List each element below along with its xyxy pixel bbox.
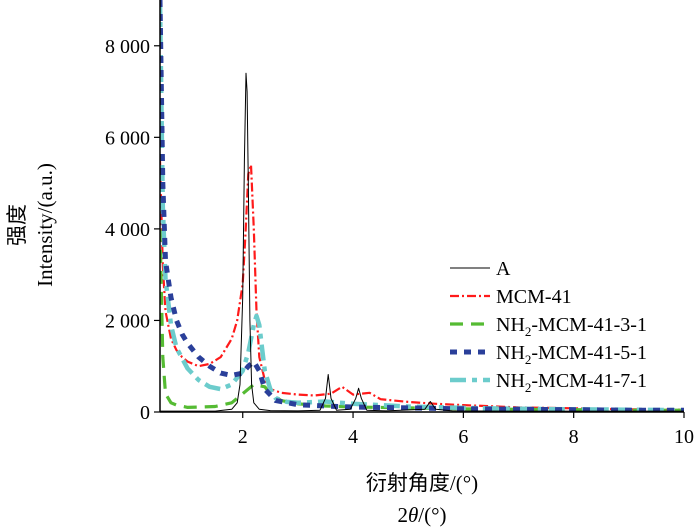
- y-tick-label: 4 000: [105, 219, 150, 241]
- legend-label: NH2-MCM-41-3-1: [496, 314, 647, 339]
- legend-label: MCM-41: [496, 286, 572, 308]
- axes-layer: [159, 0, 684, 413]
- legend-label: NH2-MCM-41-5-1: [496, 342, 647, 367]
- x-axis-title-cn: 衍射角度/(°): [366, 471, 478, 495]
- y-tick-label: 8 000: [105, 36, 150, 58]
- legend-label: NH2-MCM-41-7-1: [496, 370, 647, 395]
- legend: A MCM-41 NH2-MCM-41-3-1 NH2-MCM-41-5-1 NH2-M…: [450, 258, 647, 395]
- series-line-a: [160, 72, 684, 412]
- x-tick-label: 6: [458, 426, 468, 448]
- y-axis-title-en: Intensity/(a.u.): [33, 163, 57, 287]
- series-layer: [160, 0, 684, 412]
- series-line-mcm-41: [160, 160, 684, 411]
- x-tick-label: 2: [238, 426, 248, 448]
- x-axis-title-en: 2θ/(°): [397, 503, 446, 527]
- y-tick-label: 0: [140, 402, 150, 424]
- x-tick-label: 10: [674, 426, 694, 448]
- y-tick-label: 6 000: [105, 127, 150, 149]
- ticks-layer: 0 2 000 4 000 6 000 8 000 2 4 6 8 10: [105, 36, 694, 448]
- y-axis-title-cn: 强度: [5, 204, 29, 246]
- y-tick-label: 2 000: [105, 310, 150, 332]
- x-tick-label: 4: [348, 426, 358, 448]
- legend-label: A: [496, 258, 511, 280]
- x-tick-label: 8: [569, 426, 579, 448]
